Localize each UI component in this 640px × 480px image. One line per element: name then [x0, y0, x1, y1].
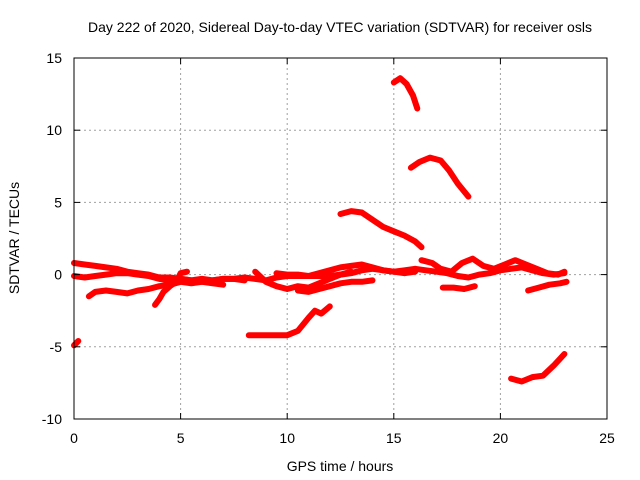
y-tick-label: 5 — [54, 194, 62, 210]
ticks: 0 5 10 15 20 25 -10 -5 0 5 10 15 — [42, 50, 615, 446]
series-line-s11 — [390, 75, 421, 112]
y-axis-label: SDTVAR / TECUs — [6, 182, 22, 294]
y-tick-label: -5 — [50, 339, 63, 355]
x-axis-label: GPS time / hours — [287, 458, 394, 474]
series-line-s6 — [273, 264, 568, 281]
x-tick-label: 0 — [70, 430, 78, 446]
series-line-s4 — [152, 268, 190, 308]
x-tick-label: 15 — [386, 430, 402, 446]
y-tick-label: 0 — [54, 267, 62, 283]
series-line-s8 — [71, 338, 82, 349]
series-line-s3 — [85, 278, 227, 300]
series-line-s13 — [418, 255, 568, 278]
series-line-s7 — [294, 277, 376, 295]
y-tick-label: 10 — [46, 122, 62, 138]
x-tick-label: 25 — [599, 430, 615, 446]
x-tick-label: 20 — [493, 430, 509, 446]
x-tick-label: 10 — [279, 430, 295, 446]
y-tick-label: 15 — [46, 50, 62, 66]
series-line-s10 — [337, 208, 425, 251]
series-layer — [71, 75, 570, 385]
series-line-s16 — [525, 278, 570, 294]
x-tick-label: 5 — [177, 430, 185, 446]
series-line-s2 — [71, 270, 248, 285]
series-line-s9 — [245, 303, 333, 339]
series-line-s12 — [407, 154, 472, 200]
grid — [74, 58, 607, 419]
chart-title: Day 222 of 2020, Sidereal Day-to-day VTE… — [88, 19, 592, 35]
plot-frame — [73, 57, 608, 420]
series-line-s14 — [439, 283, 478, 292]
y-tick-label: -10 — [42, 411, 62, 427]
series-line-s15 — [508, 351, 568, 385]
